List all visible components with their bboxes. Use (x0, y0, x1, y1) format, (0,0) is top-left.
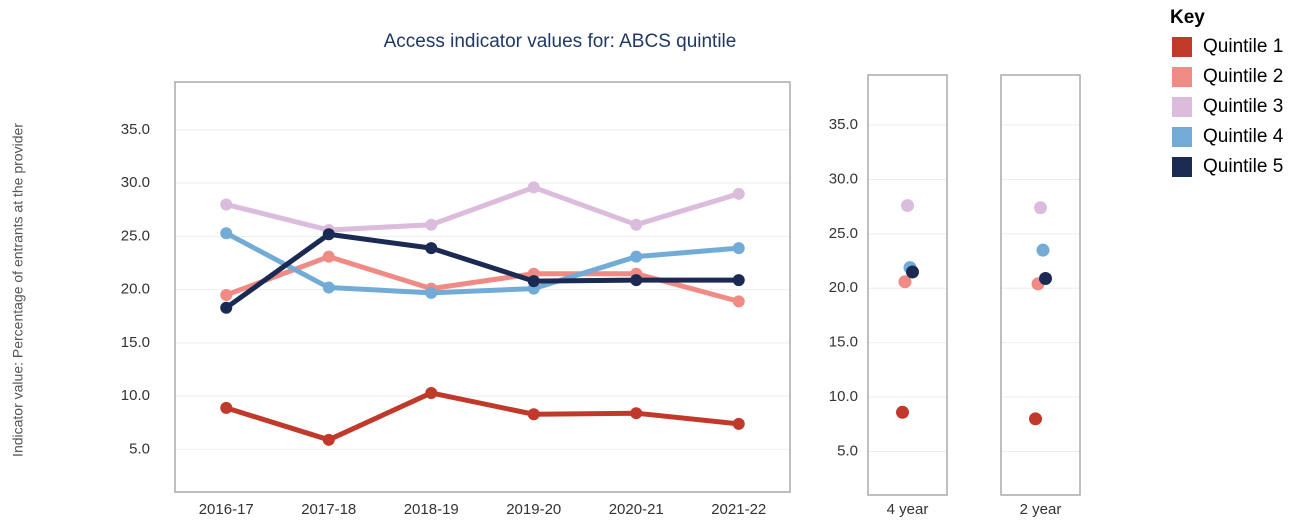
panel-y-tick-label: 20.0 (829, 279, 858, 296)
chart-title: Access indicator values for: ABCS quinti… (384, 31, 737, 52)
panel-point (1036, 243, 1050, 257)
x-tick-label: 2021-22 (711, 501, 766, 518)
point (732, 187, 745, 200)
panel-y-tick-label: 30.0 (829, 170, 858, 187)
point (732, 417, 745, 430)
point (425, 242, 438, 255)
point (220, 301, 233, 314)
series-line (225, 184, 740, 233)
panel-point (1034, 201, 1047, 215)
legend-title: Key (1170, 7, 1205, 28)
series-line (225, 390, 740, 443)
point (322, 228, 335, 241)
series-line (224, 231, 739, 310)
point (220, 227, 233, 240)
panel-point (896, 405, 909, 419)
y-tick-label: 20.0 (121, 281, 150, 298)
legend-label: Quintile 4 (1203, 126, 1284, 147)
y-axis-label: Indicator value: Percentage of entrants … (10, 123, 26, 457)
x-tick-label: 2020-21 (609, 501, 664, 518)
legend-label: Quintile 3 (1203, 96, 1283, 117)
point (425, 218, 438, 231)
point (732, 242, 745, 255)
point (732, 295, 745, 308)
point (630, 250, 643, 263)
legend-swatch (1172, 97, 1192, 117)
y-tick-label: 25.0 (121, 227, 150, 244)
panel-point (898, 275, 912, 289)
point (220, 198, 233, 211)
point (630, 218, 643, 231)
point (425, 286, 438, 299)
y-tick-label: 30.0 (121, 174, 150, 191)
legend-swatch (1172, 67, 1192, 87)
x-tick-label: 2019-20 (506, 501, 561, 518)
point (322, 281, 335, 294)
panel-label: 2 year (1020, 501, 1062, 518)
point (527, 275, 540, 288)
y-tick-label: 35.0 (121, 121, 150, 138)
point (322, 250, 335, 263)
x-tick-label: 2016-17 (199, 501, 254, 518)
point (425, 386, 438, 399)
legend-swatch (1172, 157, 1192, 177)
panel-frame (867, 74, 948, 496)
series-line (225, 231, 739, 296)
x-tick-label: 2018-19 (404, 501, 459, 518)
point (630, 274, 643, 287)
panel-y-tick-label: 15.0 (829, 334, 858, 351)
plot-frame (174, 81, 791, 493)
panel-point (906, 265, 919, 279)
panel-y-tick-label: 25.0 (829, 225, 858, 242)
legend-label: Quintile 1 (1203, 36, 1283, 57)
point (527, 181, 540, 194)
panel-point (901, 199, 914, 213)
legend-label: Quintile 2 (1203, 66, 1283, 87)
point (732, 274, 745, 287)
point (630, 407, 643, 420)
point (322, 433, 335, 446)
x-tick-label: 2017-18 (301, 501, 356, 518)
panel-y-tick-label: 5.0 (837, 442, 858, 459)
y-tick-label: 5.0 (129, 440, 150, 457)
panel-point (1039, 271, 1052, 285)
legend-swatch (1172, 37, 1192, 57)
legend-swatch (1172, 127, 1192, 147)
legend-label: Quintile 5 (1203, 156, 1283, 177)
panel-label: 4 year (887, 501, 929, 518)
y-tick-label: 15.0 (121, 334, 150, 351)
point (527, 408, 540, 421)
panel-y-tick-label: 35.0 (829, 116, 858, 133)
point (220, 288, 233, 301)
panel-frame (1000, 74, 1081, 496)
point (220, 401, 233, 414)
y-tick-label: 10.0 (121, 387, 150, 404)
panel-y-tick-label: 10.0 (829, 388, 858, 405)
panel-point (1029, 412, 1042, 426)
